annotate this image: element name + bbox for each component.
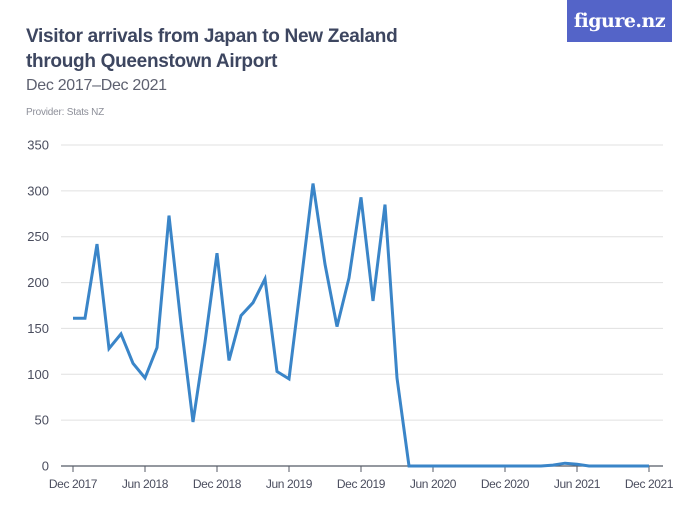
x-tick-label: Dec 2021: [625, 477, 674, 491]
figure-nz-logo[interactable]: figure.nz: [567, 0, 672, 42]
y-tick-label: 300: [27, 183, 49, 198]
data-provider: Provider: Stats NZ: [26, 107, 105, 118]
x-axis: Dec 2017 Jun 2018 Dec 2018 Jun 2019 Dec 2019…: [49, 465, 674, 491]
x-tick-label: Jun 2018: [122, 477, 169, 491]
y-axis: 0 50 100 150 200 250 300 350: [27, 138, 49, 474]
gridlines: [61, 144, 663, 421]
x-tick-label: Dec 2020: [481, 477, 530, 491]
y-tick-label: 200: [27, 275, 49, 290]
y-tick-label: 50: [35, 413, 49, 428]
x-tick-label: Dec 2017: [49, 477, 98, 491]
y-tick-label: 350: [27, 138, 49, 153]
x-tick-label: Dec 2018: [193, 477, 242, 491]
y-tick-label: 0: [42, 459, 49, 474]
x-tick-label: Jun 2021: [554, 477, 601, 491]
data-line: [73, 183, 649, 468]
x-tick-label: Dec 2019: [337, 477, 386, 491]
y-tick-label: 150: [27, 321, 49, 336]
x-tick-label: Jun 2019: [266, 477, 313, 491]
y-tick-label: 100: [27, 367, 49, 382]
chart-subtitle: Dec 2017–Dec 2021: [26, 77, 167, 94]
x-tick-label: Jun 2020: [410, 477, 457, 491]
y-tick-label: 250: [27, 229, 49, 244]
chart-title: Visitor arrivals from Japan to New Zeala…: [26, 26, 398, 72]
